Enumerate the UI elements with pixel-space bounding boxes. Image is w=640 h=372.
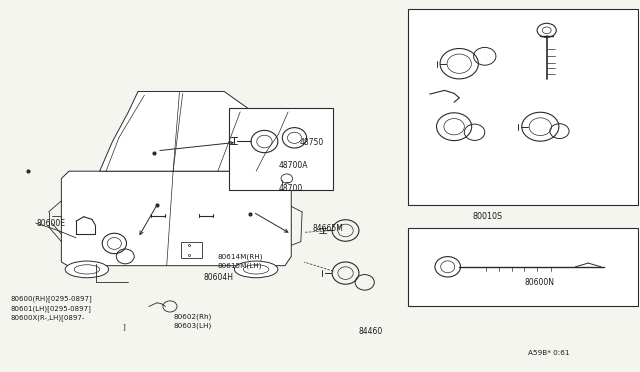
Text: 80600N: 80600N	[524, 278, 554, 287]
Text: 84665M: 84665M	[312, 224, 343, 233]
Polygon shape	[100, 92, 282, 171]
Bar	[408, 228, 638, 307]
Ellipse shape	[243, 265, 269, 274]
Text: 80614M(RH): 80614M(RH)	[218, 253, 263, 260]
Polygon shape	[61, 171, 291, 266]
Text: 80600X(R-,LH)[0897-: 80600X(R-,LH)[0897-	[10, 314, 84, 321]
Text: 80602(Rh): 80602(Rh)	[173, 313, 211, 320]
Text: A59B* 0:61: A59B* 0:61	[527, 350, 569, 356]
Text: 80603(LH): 80603(LH)	[173, 323, 211, 329]
Text: 48700A: 48700A	[278, 161, 308, 170]
Ellipse shape	[234, 261, 278, 278]
Text: 80604H: 80604H	[204, 273, 234, 282]
Text: 84460: 84460	[358, 327, 383, 336]
Text: 48700: 48700	[278, 185, 303, 193]
Bar	[229, 108, 333, 190]
Text: ]: ]	[122, 324, 125, 330]
Bar	[181, 241, 202, 258]
Text: 80600(RH)[0295-0897]: 80600(RH)[0295-0897]	[10, 296, 92, 302]
Text: 80601(LH)[0295-0897]: 80601(LH)[0295-0897]	[10, 305, 91, 312]
Ellipse shape	[74, 265, 100, 274]
Bar	[408, 9, 638, 205]
Text: 48750: 48750	[300, 138, 324, 147]
Text: 80010S: 80010S	[472, 212, 502, 221]
Ellipse shape	[65, 261, 109, 278]
Text: 80600E: 80600E	[36, 219, 65, 228]
Text: 80615M(LH): 80615M(LH)	[218, 263, 262, 269]
